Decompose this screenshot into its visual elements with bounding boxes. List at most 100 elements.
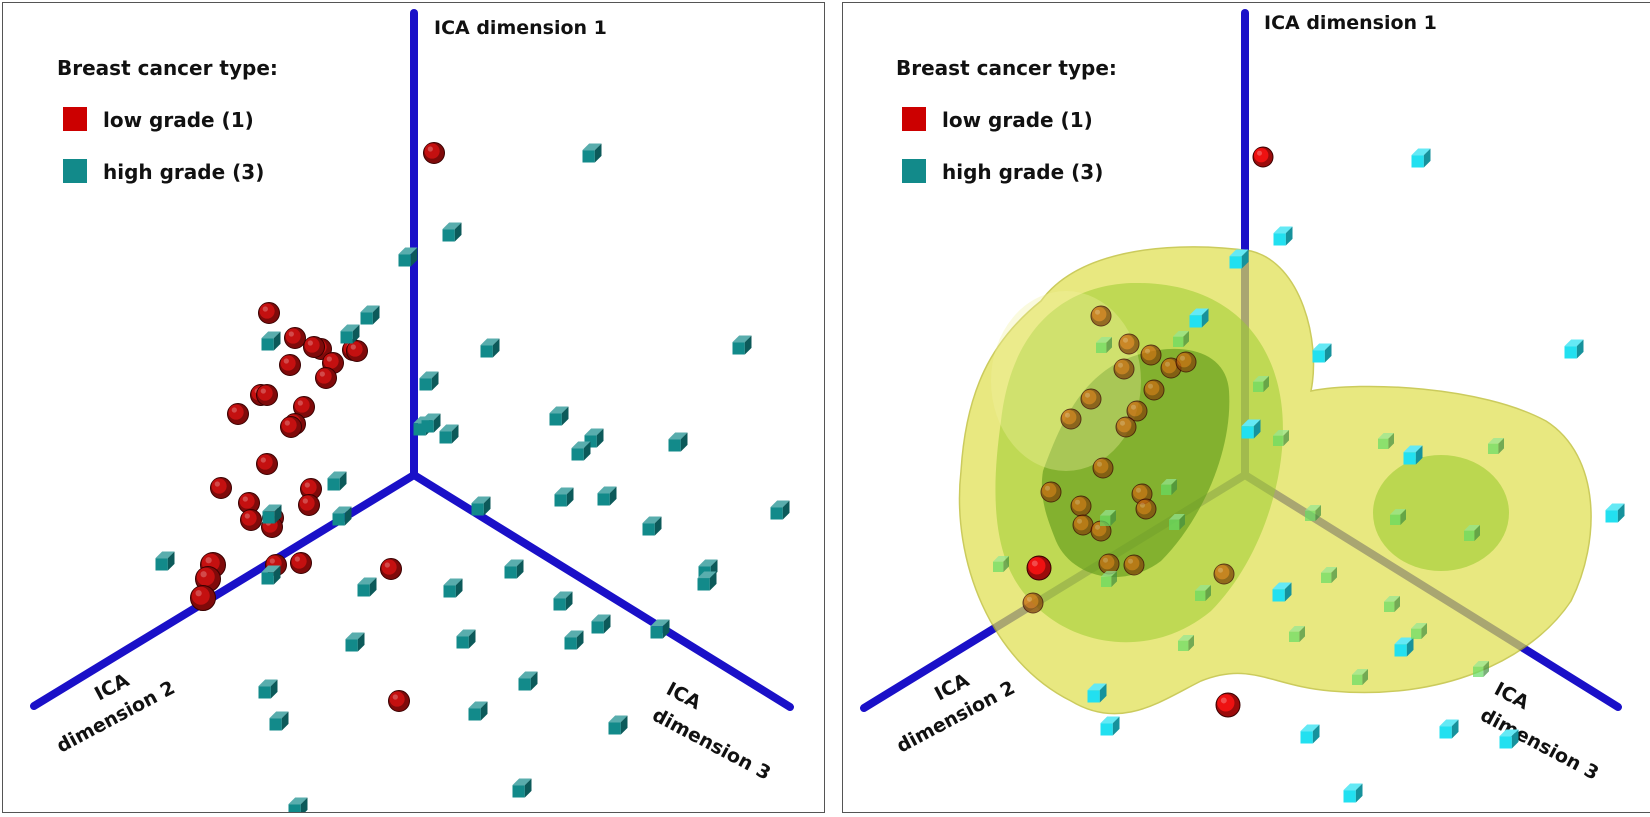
embedded-high-grade-point <box>1473 661 1489 677</box>
axis-label-dimension-1: ICA dimension 1 <box>434 17 607 39</box>
legend-swatch-low-grade <box>63 107 87 131</box>
low-grade-point <box>190 585 216 611</box>
legend-swatch-high-grade <box>902 159 926 183</box>
high-grade-point <box>1343 783 1363 803</box>
high-grade-point <box>732 335 752 355</box>
legend-label-high-grade: high grade (3) <box>103 160 264 184</box>
low-grade-point <box>256 384 278 406</box>
low-grade-point <box>258 302 280 324</box>
high-grade-point <box>571 441 591 461</box>
high-grade-point <box>345 632 365 652</box>
embedded-high-grade-point <box>1289 626 1305 642</box>
embedded-high-grade-point <box>1390 509 1406 525</box>
high-grade-point <box>642 516 662 536</box>
embedded-low-grade-point <box>1092 457 1114 479</box>
legend-swatch-high-grade <box>63 159 87 183</box>
left-3d-plot-panel: Breast cancer type: low grade (1) high gra… <box>2 2 825 813</box>
embedded-low-grade-point <box>1022 592 1044 614</box>
low-grade-point <box>238 492 260 514</box>
high-grade-point <box>512 778 532 798</box>
high-grade-point <box>1605 503 1625 523</box>
high-grade-point <box>554 487 574 507</box>
embedded-markers <box>993 305 1504 685</box>
high-grade-point <box>1087 683 1107 703</box>
high-grade-point <box>1564 339 1584 359</box>
low-grade-point <box>240 509 262 531</box>
embedded-low-grade-point <box>1113 358 1135 380</box>
embedded-low-grade-point <box>1143 379 1165 401</box>
low-grade-point <box>1215 692 1241 718</box>
high-grade-point <box>591 614 611 634</box>
embedded-low-grade-point <box>1140 344 1162 366</box>
low-grade-point <box>279 354 301 376</box>
embedded-low-grade-point <box>1115 416 1137 438</box>
embedded-low-grade-point <box>1090 305 1112 327</box>
series-high-grade <box>155 143 790 812</box>
high-grade-point <box>360 305 380 325</box>
embedded-high-grade-point <box>1411 623 1427 639</box>
legend-title: Breast cancer type: <box>57 56 278 80</box>
embedded-high-grade-point <box>993 556 1009 572</box>
low-grade-point <box>290 552 312 574</box>
high-grade-point <box>398 247 418 267</box>
embedded-high-grade-point <box>1488 438 1504 454</box>
embedded-low-grade-point <box>1126 400 1148 422</box>
embedded-high-grade-point <box>1273 430 1289 446</box>
embedded-high-grade-point <box>1173 331 1189 347</box>
low-grade-point <box>315 367 337 389</box>
embedded-high-grade-point <box>1321 567 1337 583</box>
embedded-low-grade-point <box>1123 554 1145 576</box>
density-isosurfaces <box>958 246 1592 715</box>
high-grade-point <box>439 424 459 444</box>
high-grade-point <box>480 338 500 358</box>
embedded-high-grade-point <box>1352 669 1368 685</box>
high-grade-point <box>258 679 278 699</box>
embedded-high-grade-point <box>1464 525 1480 541</box>
embedded-high-grade-point <box>1161 479 1177 495</box>
high-grade-point <box>443 578 463 598</box>
high-grade-point <box>456 629 476 649</box>
high-grade-point <box>1100 716 1120 736</box>
high-grade-point <box>357 577 377 597</box>
high-grade-point <box>1273 226 1293 246</box>
high-grade-point <box>262 504 282 524</box>
axis-label-dimension-3-line2: dimension 3 <box>1477 704 1603 785</box>
high-grade-point <box>504 559 524 579</box>
series-low-grade <box>1026 146 1274 718</box>
low-grade-point <box>298 494 320 516</box>
high-grade-point <box>597 486 617 506</box>
embedded-high-grade-point <box>1378 433 1394 449</box>
low-grade-point <box>380 558 402 580</box>
high-grade-point <box>442 222 462 242</box>
embedded-low-grade-point <box>1135 498 1157 520</box>
legend-label-low-grade: low grade (1) <box>942 108 1093 132</box>
embedded-high-grade-point <box>1384 596 1400 612</box>
high-grade-point <box>332 506 352 526</box>
embedded-low-grade-point <box>1160 357 1182 379</box>
embedded-low-grade-point <box>1072 514 1094 536</box>
high-grade-point <box>261 331 281 351</box>
surface-highlight <box>991 291 1141 471</box>
axis-label-dimension-3-line2: dimension 3 <box>649 704 775 785</box>
high-grade-point <box>1439 719 1459 739</box>
embedded-high-grade-point <box>1253 376 1269 392</box>
high-grade-point <box>1272 582 1292 602</box>
high-grade-point <box>421 413 441 433</box>
right-3d-density-scatter: Breast cancer type: low grade (1) high gra… <box>860 9 1625 803</box>
legend: Breast cancer type: low grade (1) high gra… <box>57 56 278 184</box>
high-grade-point <box>697 571 717 591</box>
high-grade-point <box>650 619 670 639</box>
high-grade-point <box>1403 445 1423 465</box>
high-grade-point <box>468 701 488 721</box>
legend-label-high-grade: high grade (3) <box>942 160 1103 184</box>
low-grade-point <box>293 396 315 418</box>
high-grade-point <box>1300 724 1320 744</box>
high-grade-point <box>1499 729 1519 749</box>
high-grade-point <box>770 500 790 520</box>
high-grade-point <box>1411 148 1431 168</box>
high-grade-point <box>419 371 439 391</box>
high-grade-point <box>340 324 360 344</box>
high-grade-point <box>518 671 538 691</box>
high-grade-point <box>608 715 628 735</box>
high-grade-point <box>582 143 602 163</box>
